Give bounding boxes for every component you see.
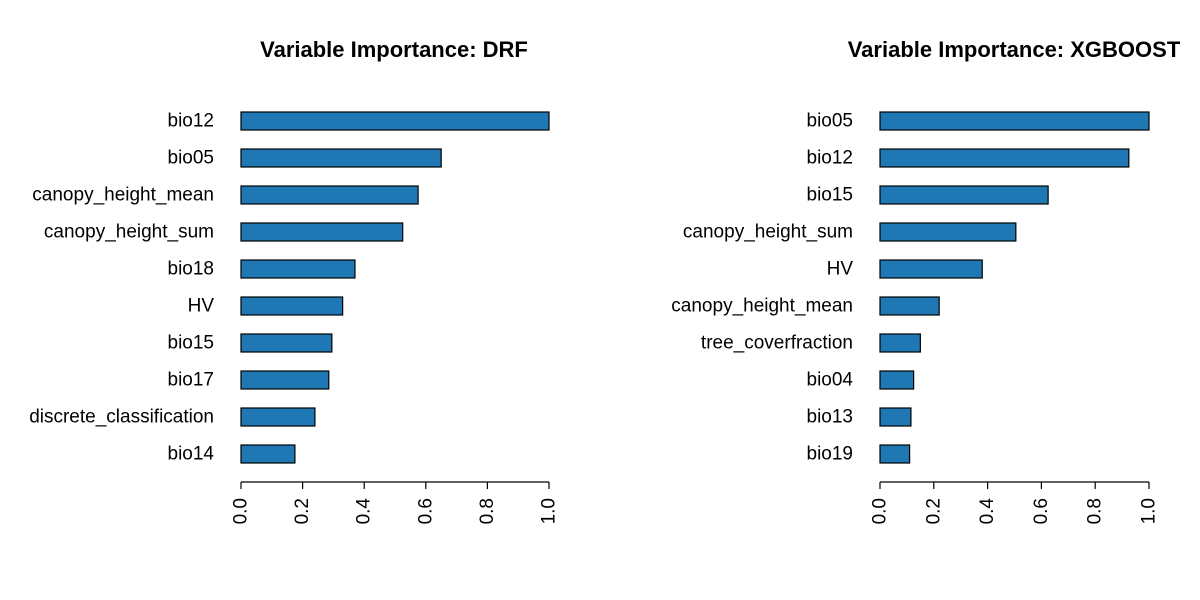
- category-label: discrete_classification: [29, 407, 214, 428]
- x-tick-label: 0.2: [292, 498, 313, 524]
- bar: [240, 259, 356, 279]
- xgboost-importance-chart: Variable Importance: XGBOOST bio05 bio12 b…: [671, 37, 1181, 524]
- bar: [879, 333, 921, 353]
- bar: [240, 222, 404, 242]
- x-tick-label: 0.6: [415, 498, 436, 524]
- category-label: bio05: [807, 111, 854, 132]
- category-label: HV: [188, 296, 215, 317]
- chart-title: Variable Importance: XGBOOST: [848, 37, 1181, 62]
- bar: [879, 444, 911, 464]
- bar: [879, 148, 1130, 168]
- bar: [240, 148, 442, 168]
- category-label: bio17: [168, 370, 215, 391]
- bar: [879, 259, 983, 279]
- bar: [240, 407, 316, 427]
- x-tick-label: 0.8: [477, 498, 498, 524]
- x-tick-label: 0.0: [870, 498, 891, 524]
- category-label: bio12: [807, 148, 854, 169]
- category-label: bio13: [807, 407, 854, 428]
- category-label: canopy_height_sum: [44, 222, 214, 243]
- bar: [240, 444, 296, 464]
- category-label: bio15: [807, 185, 854, 206]
- category-label: tree_coverfraction: [701, 333, 853, 354]
- category-label: canopy_height_mean: [671, 296, 853, 317]
- category-label: canopy_height_sum: [683, 222, 853, 243]
- category-label: canopy_height_mean: [32, 185, 214, 206]
- x-tick-label: 1.0: [1139, 498, 1160, 524]
- bar: [240, 296, 344, 316]
- chart-title: Variable Importance: DRF: [260, 37, 528, 62]
- category-label: bio12: [168, 111, 215, 132]
- category-label: bio19: [807, 444, 854, 465]
- bar: [879, 407, 912, 427]
- category-label: bio05: [168, 148, 215, 169]
- x-tick-label: 0.6: [1031, 498, 1052, 524]
- category-label: HV: [827, 259, 854, 280]
- x-tick-label: 0.4: [354, 498, 375, 525]
- bar: [240, 111, 550, 131]
- category-label: bio15: [168, 333, 215, 354]
- x-tick-label: 0.4: [977, 498, 998, 525]
- bar: [879, 296, 940, 316]
- bar: [240, 333, 333, 353]
- bar: [879, 370, 915, 390]
- bar: [240, 370, 330, 390]
- category-label: bio04: [807, 370, 854, 391]
- x-tick-label: 0.8: [1085, 498, 1106, 524]
- bar: [879, 111, 1150, 131]
- bar: [879, 222, 1017, 242]
- bar: [240, 185, 419, 205]
- drf-importance-chart: Variable Importance: DRF bio12 bio05 canop…: [29, 37, 559, 524]
- x-tick-label: 1.0: [539, 498, 560, 524]
- x-tick-label: 0.0: [231, 498, 252, 524]
- category-label: bio14: [168, 444, 215, 465]
- x-tick-label: 0.2: [923, 498, 944, 524]
- bar: [879, 185, 1049, 205]
- category-label: bio18: [168, 259, 215, 280]
